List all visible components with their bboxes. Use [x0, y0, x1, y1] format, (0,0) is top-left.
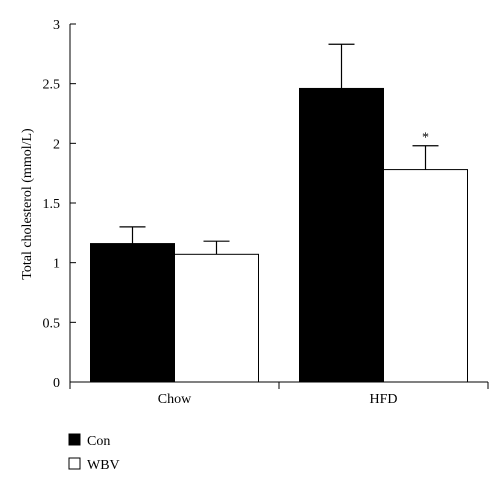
bar-wbv-hfd [383, 169, 468, 383]
bar-wbv-chow [174, 253, 259, 383]
labels: 0 0.5 1 1.5 2 2.5 3 Chow HFD * [43, 18, 430, 407]
y-tick-label: 0 [53, 376, 60, 391]
legend-label-con: Con [87, 434, 110, 449]
legend-label-wbv: WBV [87, 458, 120, 473]
bar-con-hfd [299, 87, 384, 383]
y-tick-label: 3 [53, 18, 60, 33]
significance-annotation: * [422, 131, 429, 146]
bar-con-chow [90, 243, 175, 383]
bars [90, 43, 468, 383]
legend-swatch-con [68, 433, 81, 446]
y-tick-label: 1 [53, 257, 60, 272]
y-axis-label: Total cholesterol (mmol/L) [20, 128, 35, 280]
x-tick-label: Chow [158, 392, 192, 407]
y-tick-label: 0.5 [43, 316, 61, 331]
y-tick-label: 2 [53, 137, 60, 152]
y-tick-label: 1.5 [43, 197, 61, 212]
x-tick-label: HFD [369, 392, 397, 407]
legend: Con WBV [68, 433, 120, 473]
legend-swatch-wbv [68, 457, 81, 470]
y-tick-label: 2.5 [43, 78, 61, 93]
